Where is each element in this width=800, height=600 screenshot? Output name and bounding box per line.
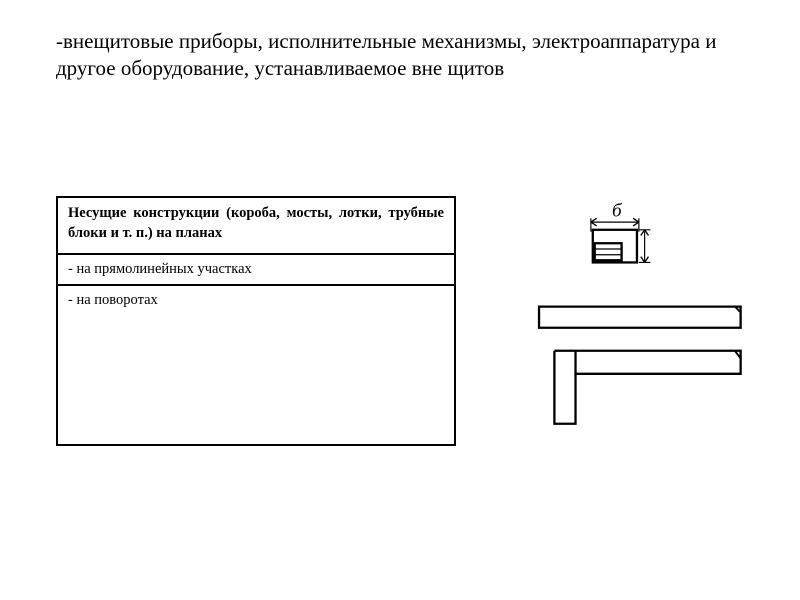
table-row: - на прямолинейных участках — [57, 254, 455, 285]
turn-section — [554, 351, 740, 424]
table-header: Несущие конструкции (короба, мосты, лотк… — [57, 197, 455, 254]
content-row: Несущие конструкции (короба, мосты, лотк… — [56, 196, 756, 446]
straight-section — [539, 307, 741, 328]
structures-table: Несущие конструкции (короба, мосты, лотк… — [56, 196, 456, 446]
paragraph-text: -внещитовые приборы, исполнительные меха… — [56, 28, 736, 83]
technical-diagram: б — [516, 196, 756, 446]
table-row: - на поворотах — [57, 285, 455, 445]
svg-text:б: б — [612, 200, 623, 221]
dimension-block: б — [591, 200, 651, 262]
